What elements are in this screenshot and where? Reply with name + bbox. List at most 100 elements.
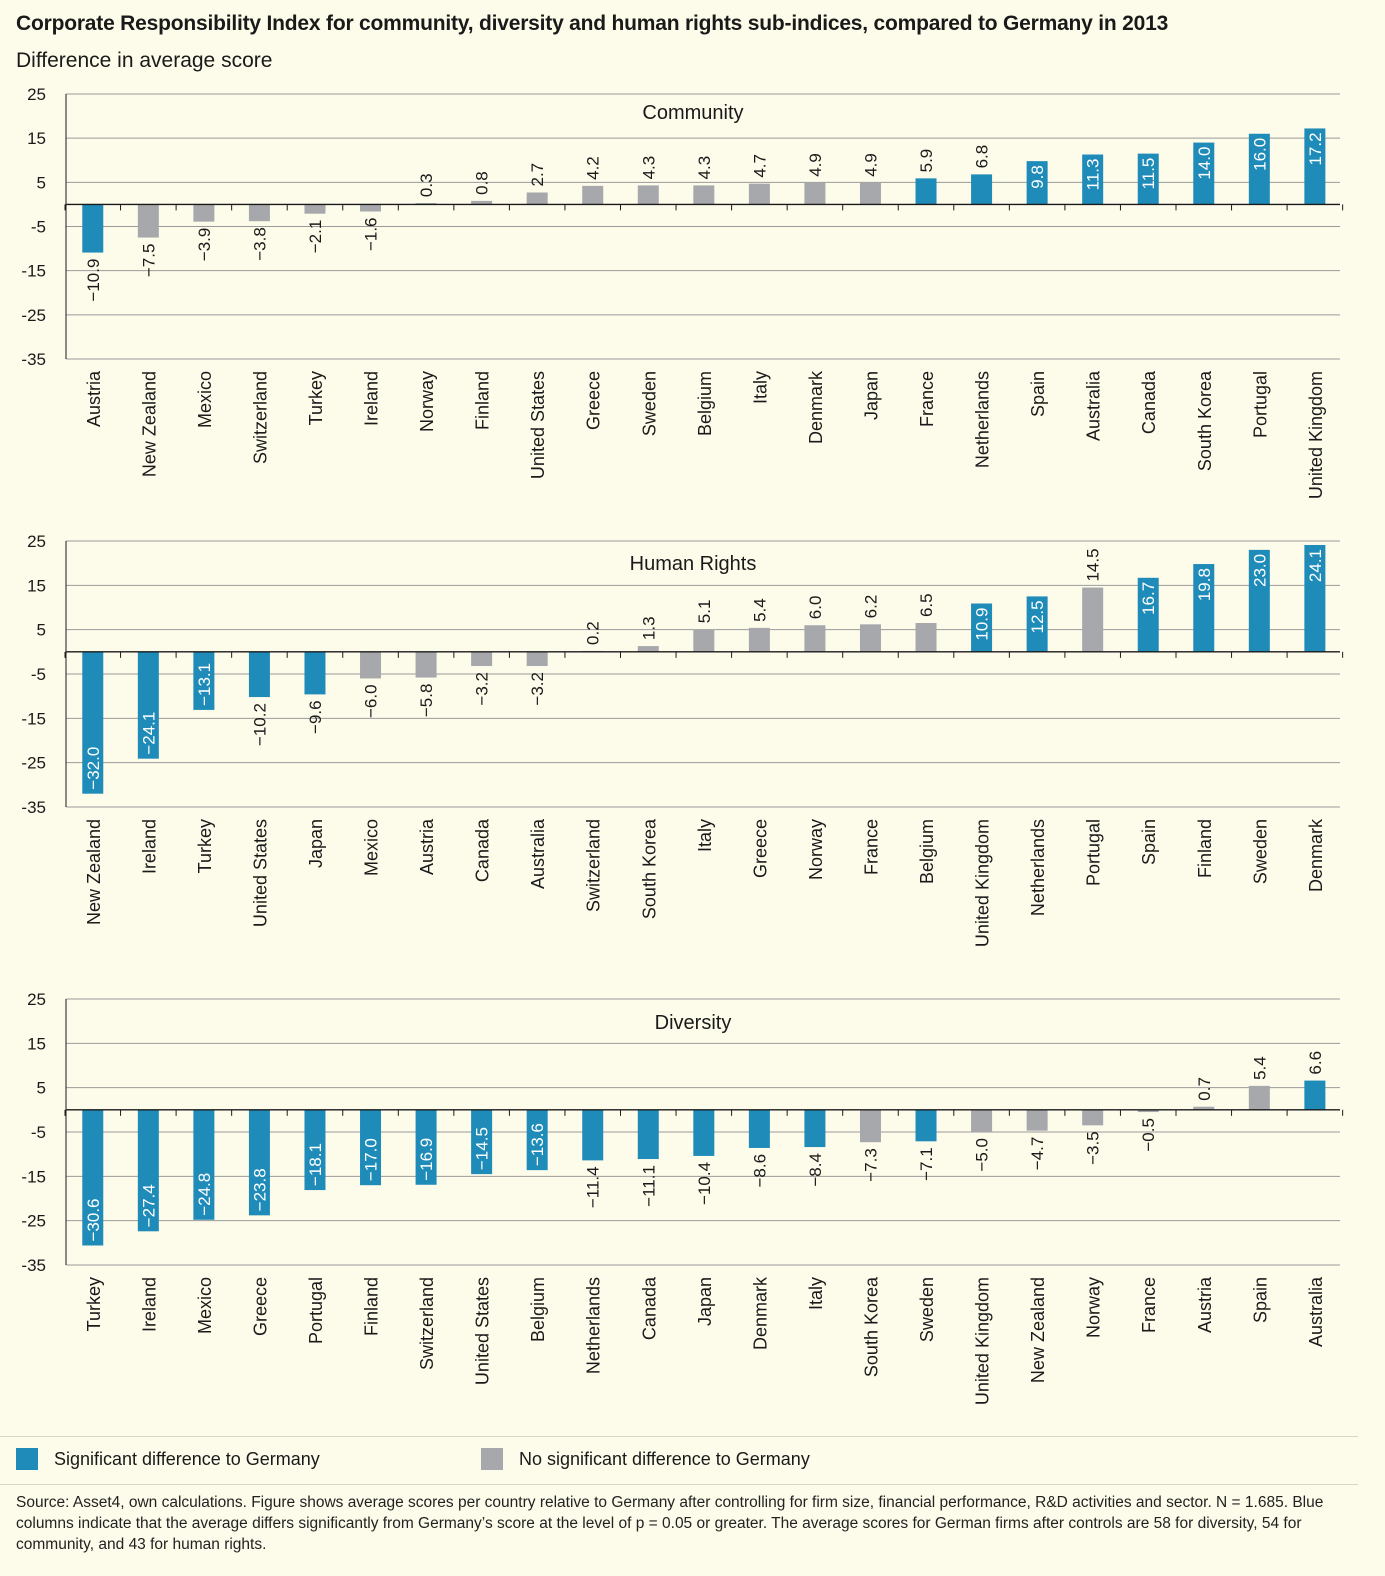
- human-rights-bar: [526, 651, 548, 667]
- human-rights-value-label: −3.2: [473, 672, 492, 706]
- community-category-label: Denmark: [806, 370, 826, 444]
- human-rights-bar: [1082, 587, 1104, 652]
- diversity-panel-title: Diversity: [655, 1012, 732, 1034]
- diversity-bar: [1304, 1080, 1326, 1110]
- legend-label-significant: Significant difference to Germany: [54, 1448, 320, 1469]
- community-category-label: Canada: [1139, 370, 1159, 434]
- human-rights-bar: [304, 651, 326, 695]
- community-value-label: 4.7: [750, 154, 769, 178]
- human-rights-category-label: France: [861, 819, 881, 875]
- community-value-label: 9.8: [1028, 165, 1047, 189]
- human-rights-value-label: 24.1: [1306, 549, 1325, 582]
- community-value-label: 0.8: [473, 171, 492, 195]
- diversity-value-label: −10.4: [695, 1162, 714, 1205]
- community-value-label: 5.9: [917, 149, 936, 173]
- human-rights-category-label: Turkey: [195, 819, 215, 873]
- diversity-category-label: Mexico: [195, 1277, 215, 1334]
- diversity-category-label: South Korea: [861, 1276, 881, 1377]
- community-category-label: Norway: [417, 371, 437, 432]
- community-bar: [415, 203, 437, 205]
- diversity-value-label: −14.5: [473, 1127, 492, 1170]
- diversity-value-label: −18.1: [306, 1143, 325, 1186]
- community-bar: [859, 182, 881, 205]
- human-rights-bar: [137, 651, 159, 759]
- human-rights-value-label: 5.1: [695, 600, 714, 624]
- community-bar: [304, 204, 326, 214]
- community-bar: [582, 185, 604, 205]
- community-bar: [360, 204, 382, 212]
- diversity-category-label: Japan: [695, 1277, 715, 1326]
- diversity-category-label: Belgium: [528, 1277, 548, 1342]
- community-bar: [1193, 142, 1215, 205]
- human-rights-bar: [248, 651, 270, 698]
- human-rights-value-label: −32.0: [84, 747, 103, 790]
- human-rights-ytick-label: -5: [31, 665, 46, 684]
- diversity-value-label: −30.6: [84, 1198, 103, 1241]
- human-rights-bar: [1026, 596, 1048, 652]
- human-rights-value-label: −24.1: [139, 712, 158, 755]
- diversity-ytick-label: -15: [21, 1167, 46, 1186]
- human-rights-bar: [1248, 549, 1270, 652]
- community-value-label: 0.3: [417, 173, 436, 197]
- human-rights-category-label: Portugal: [1084, 819, 1104, 886]
- community-category-label: Switzerland: [250, 371, 270, 464]
- human-rights-category-label: Denmark: [1306, 818, 1326, 892]
- diversity-bar: [415, 1109, 437, 1185]
- diversity-value-label: −11.4: [584, 1166, 603, 1208]
- human-rights-category-label: Ireland: [139, 819, 159, 874]
- human-rights-ytick-label: -35: [21, 798, 46, 817]
- human-rights-value-label: −9.6: [306, 700, 325, 734]
- community-category-label: Austria: [84, 370, 104, 427]
- diversity-bar: [1248, 1085, 1270, 1110]
- community-bar: [193, 204, 215, 222]
- chart-subtitle: Difference in average score: [16, 49, 273, 72]
- human-rights-bar: [748, 627, 770, 652]
- human-rights-bar: [415, 651, 437, 678]
- human-rights-category-label: United Kingdom: [973, 819, 993, 947]
- community-category-label: Greece: [584, 371, 604, 430]
- diversity-category-label: Greece: [250, 1277, 270, 1336]
- diversity-category-label: United Kingdom: [973, 1277, 993, 1405]
- community-value-label: 11.5: [1139, 158, 1158, 190]
- diversity-category-label: Turkey: [84, 1277, 104, 1331]
- diversity-ytick-label: -35: [21, 1256, 46, 1275]
- diversity-category-label: Norway: [1084, 1277, 1104, 1338]
- diversity-value-label: 6.6: [1306, 1051, 1325, 1075]
- diversity-value-label: −27.4: [139, 1184, 158, 1227]
- diversity-category-label: Italy: [806, 1277, 826, 1310]
- human-rights-ytick-label: -15: [21, 709, 46, 728]
- diversity-value-label: −16.9: [417, 1138, 436, 1181]
- community-value-label: −10.9: [84, 259, 103, 302]
- diversity-ytick-label: -25: [21, 1212, 46, 1231]
- community-bar: [1082, 154, 1104, 205]
- diversity-category-label: Australia: [1306, 1276, 1326, 1347]
- human-rights-bar: [82, 651, 104, 794]
- diversity-value-label: −13.6: [528, 1123, 547, 1166]
- diversity-bar: [971, 1109, 993, 1132]
- community-bar: [971, 174, 993, 205]
- community-panel-title: Community: [642, 102, 743, 124]
- community-category-label: New Zealand: [139, 371, 159, 477]
- diversity-value-label: −8.4: [806, 1153, 825, 1187]
- community-value-label: −3.9: [195, 228, 214, 262]
- diversity-category-label: Finland: [362, 1277, 382, 1336]
- community-bar: [1304, 128, 1326, 205]
- community-category-label: Finland: [473, 371, 493, 430]
- human-rights-bar: [915, 623, 937, 652]
- diversity-bar: [693, 1109, 715, 1156]
- diversity-ytick-label: 5: [37, 1079, 46, 1098]
- diversity-bar: [360, 1109, 382, 1186]
- human-rights-bar: [637, 646, 659, 652]
- human-rights-category-label: Canada: [473, 818, 493, 882]
- community-ytick-label: -5: [31, 218, 46, 237]
- diversity-category-label: United States: [473, 1277, 493, 1385]
- community-category-label: United States: [528, 371, 548, 479]
- diversity-value-label: 0.7: [1195, 1077, 1214, 1101]
- human-rights-value-label: 6.0: [806, 596, 825, 620]
- community-bar: [82, 204, 104, 253]
- diversity-value-label: −4.7: [1028, 1137, 1047, 1171]
- community-ytick-label: -35: [21, 350, 46, 369]
- human-rights-value-label: −5.8: [417, 684, 436, 718]
- diversity-category-label: France: [1139, 1277, 1159, 1333]
- diversity-bar: [1137, 1109, 1159, 1113]
